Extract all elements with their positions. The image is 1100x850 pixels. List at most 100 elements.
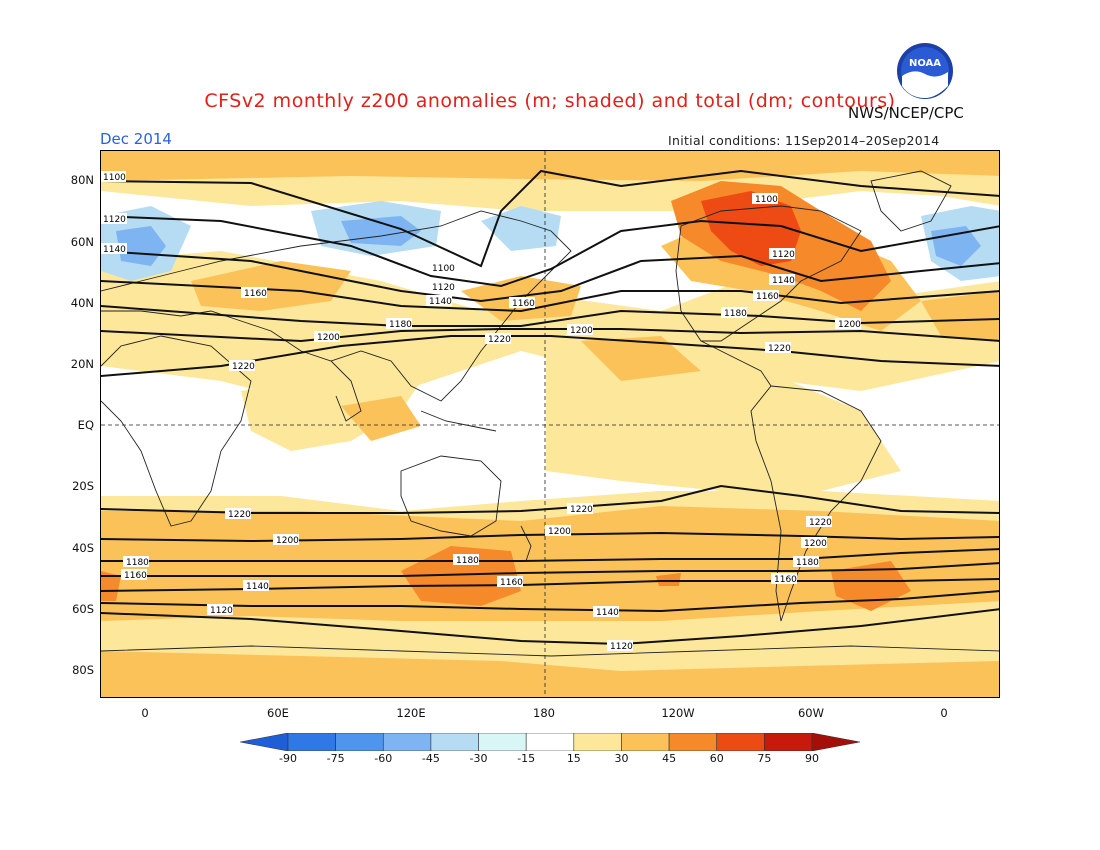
contour-label-1180: 1180 [386,318,412,330]
colorbar-tick-label: -90 [279,752,297,765]
svg-text:1120: 1120 [210,606,233,616]
svg-text:1220: 1220 [232,362,255,372]
coastlines [101,170,999,657]
colorbar-cell [716,733,765,751]
svg-text:1220: 1220 [809,518,832,528]
svg-text:1160: 1160 [244,289,267,299]
lat-label-eq: EQ [77,418,94,432]
lat-label-40s: 40S [72,541,94,555]
lat-label-80s: 80S [72,663,94,677]
logo-text: NOAA [909,58,941,69]
svg-text:1140: 1140 [103,245,126,255]
lon-label-120w: 120W [661,706,695,720]
contour-label-1100b: 1100 [429,262,455,274]
contour-label-1200: 1200 [314,331,340,343]
lat-label-60n: 60N [70,235,94,249]
lon-label-0: 0 [141,706,149,720]
map-panel: 1100 1100 1100 1120 1120 1120 1140 1140 … [100,150,1000,698]
lat-label-60s: 60S [72,602,94,616]
contour-lines [101,169,999,646]
credit-text: NWS/NCEP/CPC [848,104,964,122]
contour-label-1120c: 1120 [769,248,795,260]
contour-label-1140b: 1140 [426,295,452,307]
lat-label-40n: 40N [70,296,94,310]
colorbar-tick-label: 45 [662,752,677,765]
colorbar-cell [621,733,670,751]
contour-label-1140: 1140 [101,243,127,255]
colorbar-cell [668,733,718,751]
lon-label-60w: 60W [797,706,825,720]
contour-label-1160b: 1160 [509,297,535,309]
svg-text:1120: 1120 [432,283,455,293]
valid-month: Dec 2014 [100,130,172,148]
svg-text:1120: 1120 [610,642,633,652]
colorbar-cell [478,733,527,751]
lon-label-120e: 120E [396,706,426,720]
contour-label-1200c: 1200 [835,318,861,330]
contour-label-1220d: 1220 [225,508,251,520]
colorbar-tick-label: -30 [469,752,488,765]
svg-text:1140: 1140 [429,297,452,307]
lat-label-20n: 20N [70,357,94,371]
lon-label-60e: 60E [267,706,289,720]
chart-title: CFSv2 monthly z200 anomalies (m; shaded)… [204,90,896,112]
contour-label-1160d: 1160 [121,569,147,581]
colorbar-tick-label: -15 [517,752,536,765]
svg-text:1140: 1140 [246,582,269,592]
reference-lines [101,151,999,697]
shading-pos60 [701,191,801,266]
svg-text:1140: 1140 [596,608,619,618]
lon-label-180: 180 [533,706,555,720]
svg-text:1220: 1220 [228,510,251,520]
svg-text:1180: 1180 [796,558,819,568]
colorbar-arrow-min [240,733,289,751]
colorbar-cell [430,733,479,751]
svg-text:1160: 1160 [500,578,523,588]
contour-label-1180b: 1180 [721,307,747,319]
contour-label-1100c: 1100 [752,193,778,205]
anomaly-map: 1100 1100 1100 1120 1120 1120 1140 1140 … [101,151,999,697]
colorbar-tick-label: -45 [421,752,440,765]
colorbar-tick-label: -75 [326,752,345,765]
svg-text:1160: 1160 [774,575,797,585]
contour-label-1160: 1160 [241,287,267,299]
colorbar-tick-label: 90 [805,752,819,765]
colorbar-tick-label: 15 [566,752,581,765]
contour-label-1160e: 1160 [497,576,523,588]
svg-text:1220: 1220 [768,344,791,354]
contour-label-1120b: 1120 [429,281,455,293]
svg-text:1160: 1160 [756,292,779,302]
svg-text:1200: 1200 [804,539,827,549]
colorbar-cell [335,733,384,751]
contour-label-1220c: 1220 [765,342,791,354]
contour-label-1200e: 1200 [545,525,571,537]
colorbar-cell [382,733,432,751]
svg-text:1180: 1180 [389,320,412,330]
colorbar-tick-label: 60 [709,752,724,765]
contour-label-1220: 1220 [229,360,255,372]
svg-text:1200: 1200 [570,326,593,336]
svg-text:1120: 1120 [103,215,126,225]
noaa-logo: NOAA [897,43,953,99]
svg-text:1200: 1200 [276,536,299,546]
contour-label-1160c: 1160 [753,290,779,302]
svg-text:1200: 1200 [317,333,340,343]
svg-text:1120: 1120 [772,250,795,260]
colorbar-cell [573,733,622,751]
contour-label-1120: 1120 [101,213,127,225]
svg-text:1100: 1100 [432,264,455,274]
contour-label-1220b: 1220 [485,333,511,345]
colorbar-cell [764,733,813,751]
svg-text:1100: 1100 [755,195,778,205]
svg-text:1220: 1220 [488,335,511,345]
contour-label-1180e: 1180 [793,556,819,568]
contour-label-1220f: 1220 [806,516,832,528]
contour-label-1200f: 1200 [801,537,827,549]
svg-text:1140: 1140 [772,276,795,286]
contour-label-1160f: 1160 [771,573,797,585]
colorbar-tick-label: -60 [374,752,393,765]
svg-text:1160: 1160 [124,571,147,581]
svg-text:1220: 1220 [570,505,593,515]
svg-text:1180: 1180 [456,556,479,566]
svg-text:1180: 1180 [724,309,747,319]
